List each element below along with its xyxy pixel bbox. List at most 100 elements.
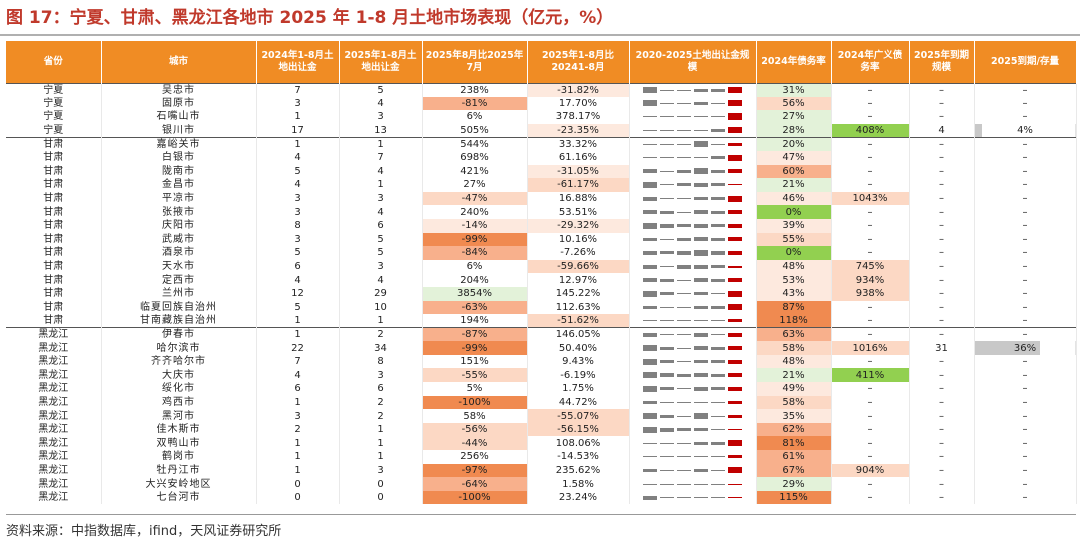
revenue-2024-cell: 1 [256, 450, 340, 464]
mom-change-cell: -87% [422, 327, 528, 342]
revenue-2025-cell: 13 [339, 123, 423, 138]
mom-change-cell: -14% [422, 218, 528, 233]
revenue-2025-cell: 7 [339, 150, 423, 165]
yoy-change-cell: 146.05% [527, 327, 630, 342]
yoy-change-cell: -29.32% [527, 218, 630, 233]
spark-bar [677, 320, 691, 322]
debt-ratio-cell: 35% [756, 409, 832, 423]
province-cell: 宁夏 [6, 82, 102, 97]
broad-debt-ratio-cell: – [831, 82, 910, 97]
spark-bar [660, 483, 674, 485]
spark-bar [711, 334, 725, 336]
spark-bar [660, 320, 674, 322]
spark-bar [677, 347, 691, 349]
debt-ratio-cell: 21% [756, 368, 832, 383]
table-row: 甘肃 庆阳市 8 6 -14% -29.32% 39% – – – [6, 218, 1077, 233]
maturity-cell: – [909, 150, 975, 165]
spark-bar [677, 415, 691, 417]
debt-ratio-cell: 58% [756, 341, 832, 355]
spark-bar [643, 143, 657, 145]
city-cell: 大兴安岭地区 [101, 477, 257, 491]
spark-bar [677, 169, 691, 173]
spark-bar [643, 264, 657, 269]
debt-ratio-cell: 43% [756, 286, 832, 301]
revenue-2024-cell: 3 [256, 96, 340, 111]
spark-bar [711, 156, 725, 160]
spark-bar [677, 279, 691, 281]
revenue-sparkline [629, 395, 757, 410]
mom-change-cell: -99% [422, 232, 528, 247]
debt-ratio-cell: 20% [756, 136, 832, 151]
mom-change-cell: 505% [422, 123, 528, 138]
city-cell: 佳木斯市 [101, 422, 257, 437]
table-row: 甘肃 兰州市 12 29 3854% 145.22% 43% 938% – – [6, 286, 1077, 301]
yoy-change-cell: 9.43% [527, 354, 630, 369]
yoy-change-cell: -7.26% [527, 246, 630, 260]
spark-bar [728, 142, 742, 146]
revenue-sparkline [629, 477, 757, 491]
spark-bar [677, 483, 691, 485]
spark-bar [728, 483, 742, 485]
maturity-cell: – [909, 82, 975, 97]
spark-bar [728, 278, 742, 283]
spark-bar [677, 497, 691, 499]
revenue-2025-cell: 4 [339, 273, 423, 287]
mom-change-cell: 6% [422, 259, 528, 274]
maturity-cell: – [909, 368, 975, 383]
province-cell: 甘肃 [6, 178, 102, 192]
revenue-2025-cell: 3 [339, 259, 423, 274]
yoy-change-cell: 44.72% [527, 395, 630, 410]
table-row: 黑龙江 伊春市 1 2 -87% 146.05% 63% – – – [6, 327, 1077, 342]
revenue-sparkline [629, 341, 757, 355]
spark-bar [694, 249, 708, 256]
debt-ratio-cell: 27% [756, 110, 832, 124]
revenue-sparkline [629, 314, 757, 328]
spark-bar [694, 278, 708, 283]
debt-ratio-cell: 31% [756, 82, 832, 97]
revenue-2024-cell: 8 [256, 218, 340, 233]
revenue-2025-cell: 1 [339, 422, 423, 437]
revenue-sparkline [629, 490, 757, 505]
broad-debt-ratio-cell: – [831, 218, 910, 233]
spark-bar [694, 157, 708, 159]
spark-bar [694, 116, 708, 118]
spark-bar [660, 360, 674, 364]
table-row: 甘肃 金昌市 4 1 27% -61.17% 21% – – – [6, 178, 1077, 192]
yoy-change-cell: 10.16% [527, 232, 630, 247]
province-cell: 甘肃 [6, 232, 102, 247]
province-cell: 甘肃 [6, 273, 102, 287]
broad-debt-ratio-cell: – [831, 327, 910, 342]
spark-bar [711, 293, 725, 295]
city-cell: 定西市 [101, 273, 257, 287]
spark-bar [711, 128, 725, 132]
spark-bar [728, 319, 742, 323]
spark-bar [694, 373, 708, 378]
table-row: 黑龙江 哈尔滨市 22 34 -99% 50.40% 58% 1016% 31 36% [6, 341, 1077, 355]
maturity-ratio-cell: – [974, 463, 1077, 478]
province-cell: 甘肃 [6, 314, 102, 328]
city-cell: 吴忠市 [101, 82, 257, 97]
spark-bar [728, 290, 742, 297]
spark-bar [694, 197, 708, 201]
title-divider [0, 34, 1080, 36]
debt-ratio-cell: 53% [756, 273, 832, 287]
city-cell: 银川市 [101, 123, 257, 138]
yoy-change-cell: -59.66% [527, 259, 630, 274]
spark-bar [728, 154, 742, 161]
broad-debt-ratio-cell: – [831, 178, 910, 192]
revenue-2024-cell: 6 [256, 382, 340, 396]
debt-ratio-cell: 67% [756, 463, 832, 478]
maturity-cell: – [909, 178, 975, 192]
maturity-ratio-cell: – [974, 368, 1077, 383]
maturity-cell: – [909, 314, 975, 328]
city-cell: 陇南市 [101, 164, 257, 179]
revenue-sparkline [629, 409, 757, 423]
yoy-change-cell: 16.88% [527, 191, 630, 206]
yoy-change-cell: 33.32% [527, 136, 630, 151]
revenue-2024-cell: 0 [256, 477, 340, 491]
revenue-2025-cell: 4 [339, 96, 423, 111]
spark-bar [660, 238, 674, 240]
spark-bar [694, 305, 708, 309]
spark-bar [643, 181, 657, 188]
city-cell: 临夏回族自治州 [101, 300, 257, 315]
